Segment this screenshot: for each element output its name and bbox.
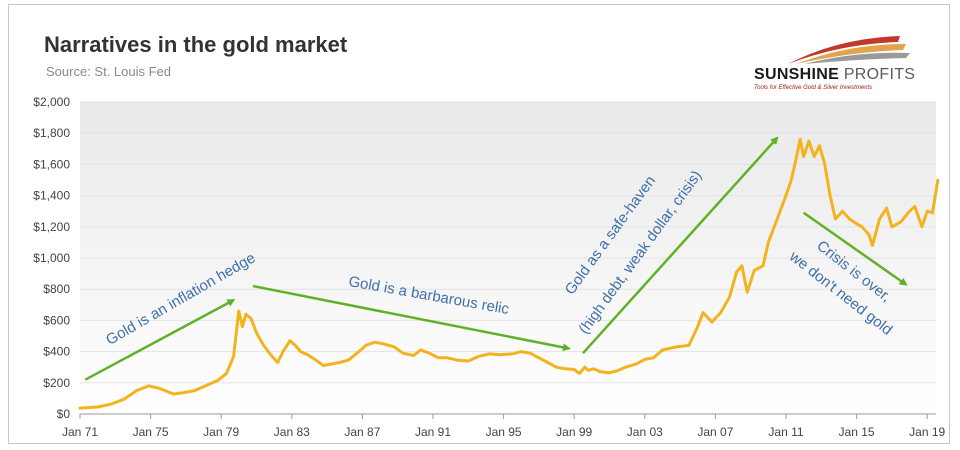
logo-name-part2: PROFITS: [839, 66, 916, 83]
narrative-arrow: [84, 299, 236, 381]
y-tick-label: $2,000: [33, 95, 70, 109]
narrative-arrow: [802, 211, 908, 286]
y-tick-label: $800: [43, 282, 70, 296]
y-tick-label: $1,200: [33, 220, 70, 234]
y-tick-label: $0: [57, 407, 71, 421]
x-tick-label: Jan 79: [203, 425, 239, 439]
chart-title: Narratives in the gold market: [44, 32, 348, 57]
x-tick-label: Jan 95: [486, 425, 522, 439]
gold-price-line: [78, 137, 940, 410]
y-tick-label: $1,600: [33, 157, 70, 171]
y-tick-label: $1,400: [33, 189, 70, 203]
logo-tagline: Tools for Effective Gold & Silver Invest…: [754, 85, 873, 91]
x-tick-label: Jan 75: [133, 425, 169, 439]
narrative-arrow: [582, 136, 779, 354]
x-tick-label: Jan 87: [344, 425, 380, 439]
y-tick-label: $1,000: [33, 251, 70, 265]
y-tick-label: $200: [43, 376, 70, 390]
logo-swoosh-icon: [788, 36, 910, 64]
logo-name-part1: SUNSHINE: [754, 66, 840, 83]
x-tick-label: Jan 83: [274, 425, 310, 439]
x-tick-label: Jan 19: [909, 425, 945, 439]
chart-subtitle: Source: St. Louis Fed: [46, 64, 172, 79]
x-tick-label: Jan 91: [415, 425, 451, 439]
x-tick-label: Jan 07: [697, 425, 733, 439]
x-tick-label: Jan 15: [839, 425, 875, 439]
narrative-arrow: [252, 284, 571, 352]
y-tick-label: $1,800: [33, 126, 70, 140]
y-tick-label: $400: [43, 345, 70, 359]
sunshine-profits-logo: SUNSHINE PROFITS Tools for Effective Gol…: [748, 24, 948, 100]
x-tick-label: Jan 99: [556, 425, 592, 439]
logo-name: SUNSHINE PROFITS: [754, 66, 915, 84]
x-tick-label: Jan 03: [627, 425, 663, 439]
y-tick-label: $600: [43, 313, 70, 327]
x-tick-label: Jan 71: [62, 425, 98, 439]
x-tick-label: Jan 11: [768, 425, 803, 439]
